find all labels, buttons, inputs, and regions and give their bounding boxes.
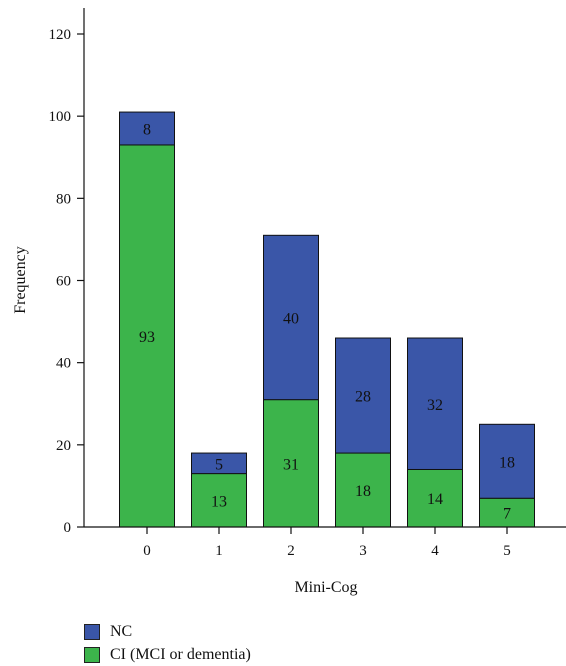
legend: NC CI (MCI or dementia) [84,620,251,666]
bars-group: 93 8 13 5 31 40 18 28 14 32 7 18 [120,112,535,527]
x-tick-label: 4 [431,543,439,559]
x-tick-label: 2 [287,543,295,559]
y-tick-label: 60 [56,274,71,290]
y-tick-label: 40 [56,356,71,372]
bar-value-label: 32 [427,397,443,414]
bar-value-label: 13 [211,493,227,510]
y-axis-title: Frequency [12,246,29,314]
bar-value-label: 7 [503,506,511,523]
bar-value-label: 18 [499,454,515,471]
y-tick-label: 20 [56,438,71,454]
y-tick-label: 120 [49,27,72,43]
bar-value-label: 31 [283,456,299,473]
bar-value-label: 18 [355,483,371,500]
legend-swatch-ci [84,647,100,663]
legend-item-ci: CI (MCI or dementia) [84,643,251,666]
y-tick-label: 100 [49,109,72,125]
x-tick-label: 3 [359,543,367,559]
bar-value-label: 14 [427,491,443,508]
bar-value-label: 8 [143,121,151,138]
legend-label-ci: CI (MCI or dementia) [110,646,251,664]
x-tick-label: 5 [503,543,511,559]
x-axis-title: Mini-Cog [294,579,357,596]
legend-label-nc: NC [110,623,132,641]
legend-item-nc: NC [84,620,251,643]
bar-value-label: 93 [139,329,155,346]
bar-value-label: 28 [355,389,371,406]
bar-value-label: 5 [215,456,223,473]
bar-value-label: 40 [283,310,299,327]
x-tick-label: 0 [143,543,151,559]
x-tick-label: 1 [215,543,223,559]
legend-swatch-nc [84,624,100,640]
y-tick-label: 0 [64,520,72,536]
y-tick-label: 80 [56,191,71,207]
stacked-bar-chart: 93 8 13 5 31 40 18 28 14 32 7 18 0 20 40 60 80 100 120 0 1 2… [0,0,566,610]
